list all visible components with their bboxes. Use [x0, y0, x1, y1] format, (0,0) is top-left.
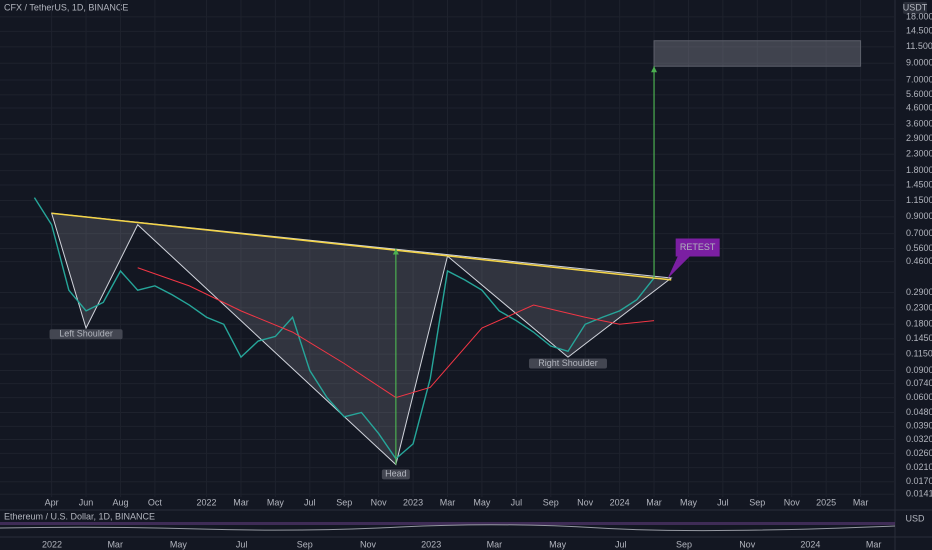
- x-tick-label: 2024: [610, 497, 630, 507]
- y-tick-label: 0.0210: [906, 462, 932, 472]
- y-tick-label: 0.5600: [906, 243, 932, 253]
- currency-badge[interactable]: [903, 2, 927, 14]
- lower-x-tick-label: May: [549, 539, 567, 549]
- y-tick-label: 2.3000: [906, 149, 932, 159]
- y-tick-label: 0.0141: [906, 489, 932, 499]
- annotation-label: Right Shoulder: [538, 358, 598, 368]
- x-tick-label: Jun: [79, 497, 94, 507]
- x-tick-label: Jul: [717, 497, 729, 507]
- lower-x-tick-label: Sep: [676, 539, 692, 549]
- y-tick-label: 0.9000: [906, 211, 932, 221]
- y-tick-label: 0.7000: [906, 228, 932, 238]
- lower-x-tick-label: Mar: [487, 539, 503, 549]
- x-tick-label: Nov: [577, 497, 594, 507]
- y-tick-label: 0.0390: [906, 421, 932, 431]
- x-tick-label: May: [473, 497, 491, 507]
- x-tick-label: Sep: [336, 497, 352, 507]
- x-tick-label: Nov: [371, 497, 388, 507]
- x-tick-label: Jul: [304, 497, 316, 507]
- x-tick-label: May: [267, 497, 285, 507]
- y-tick-label: 0.0600: [906, 392, 932, 402]
- plot: Left Shoulder Head Right Shoulder RETEST: [0, 0, 895, 497]
- lower-pane-title: Ethereum / U.S. Dollar, 1D, BINANCE: [4, 511, 155, 521]
- x-tick-label: Jul: [511, 497, 523, 507]
- y-tick-label: 3.6000: [906, 119, 932, 129]
- lower-x-tick-label: 2023: [421, 539, 441, 549]
- price-line: [33, 197, 655, 460]
- x-tick-label: 2022: [197, 497, 217, 507]
- chart-title: CFX / TetherUS, 1D, BINANCE: [4, 2, 128, 12]
- lower-x-tick-label: Jul: [236, 539, 248, 549]
- x-tick-label: Aug: [112, 497, 128, 507]
- x-tick-label: Mar: [853, 497, 869, 507]
- y-tick-label: 7.0000: [906, 74, 932, 84]
- annotation-label: Head: [385, 469, 407, 479]
- neckline: [51, 212, 672, 281]
- pattern-shape: [50, 212, 673, 466]
- lower-x-tick-label: 2024: [800, 539, 820, 549]
- y-tick-label: 0.0740: [906, 378, 932, 388]
- annotation-box: [381, 469, 410, 480]
- x-tick-label: Apr: [45, 497, 59, 507]
- x-tick-label: Oct: [148, 497, 163, 507]
- y-tick-label: 1.4500: [906, 179, 932, 189]
- annotation-label: RETEST: [680, 242, 716, 252]
- y-tick-label: 0.0900: [906, 365, 932, 375]
- y-tick-label: 0.0320: [906, 434, 932, 444]
- lower-x-tick-label: Mar: [107, 539, 123, 549]
- x-tick-label: 2025: [816, 497, 836, 507]
- x-tick-label: Sep: [749, 497, 765, 507]
- y-tick-label: 9.0000: [906, 58, 932, 68]
- target-box: [653, 40, 862, 67]
- y-tick-label: 0.0260: [906, 448, 932, 458]
- lower-x-tick-label: Mar: [866, 539, 882, 549]
- arrow-head: [651, 66, 658, 73]
- lower-x-tick-label: Sep: [297, 539, 313, 549]
- lower-pane-currency: USD: [905, 513, 925, 523]
- y-tick-label: 0.0170: [906, 476, 932, 486]
- y-tick-label: 1.1500: [906, 195, 932, 205]
- annotation-label: Left Shoulder: [59, 329, 113, 339]
- y-tick-label: 1.8000: [906, 165, 932, 175]
- y-tick-label: 2.9000: [906, 133, 932, 143]
- arrow-head: [392, 248, 399, 255]
- y-tick-label: 0.1150: [906, 349, 932, 359]
- x-tick-label: 2023: [403, 497, 423, 507]
- lower-x-tick-label: Nov: [360, 539, 377, 549]
- x-tick-label: Mar: [646, 497, 662, 507]
- annotation-box: [528, 358, 607, 369]
- x-tick-label: Mar: [440, 497, 456, 507]
- y-tick-label: 0.4600: [906, 256, 932, 266]
- currency: USDT: [903, 2, 928, 12]
- annotation-box: [49, 329, 123, 340]
- y-tick-label: 0.0480: [906, 407, 932, 417]
- lower-x-tick-label: Jul: [615, 539, 627, 549]
- price-line: [137, 267, 655, 399]
- lower-x-tick-label: May: [170, 539, 188, 549]
- lower-x-tick-label: 2022: [42, 539, 62, 549]
- x-tick-label: Nov: [784, 497, 801, 507]
- y-tick-label: 0.2900: [906, 287, 932, 297]
- y-tick-label: 0.2300: [906, 302, 932, 312]
- y-tick-label: 0.1800: [906, 319, 932, 329]
- lower-pane-line: [0, 524, 896, 532]
- y-tick-label: 4.6000: [906, 102, 932, 112]
- x-tick-label: Sep: [543, 497, 559, 507]
- lower-pane-band: [0, 522, 895, 525]
- x-tick-label: May: [680, 497, 698, 507]
- callout: [667, 238, 720, 279]
- y-tick-label: 0.1450: [906, 333, 932, 343]
- lower-x-tick-label: Nov: [739, 539, 756, 549]
- y-tick-label: 18.0000: [906, 11, 932, 21]
- x-tick-label: Mar: [233, 497, 249, 507]
- y-tick-label: 5.6000: [906, 89, 932, 99]
